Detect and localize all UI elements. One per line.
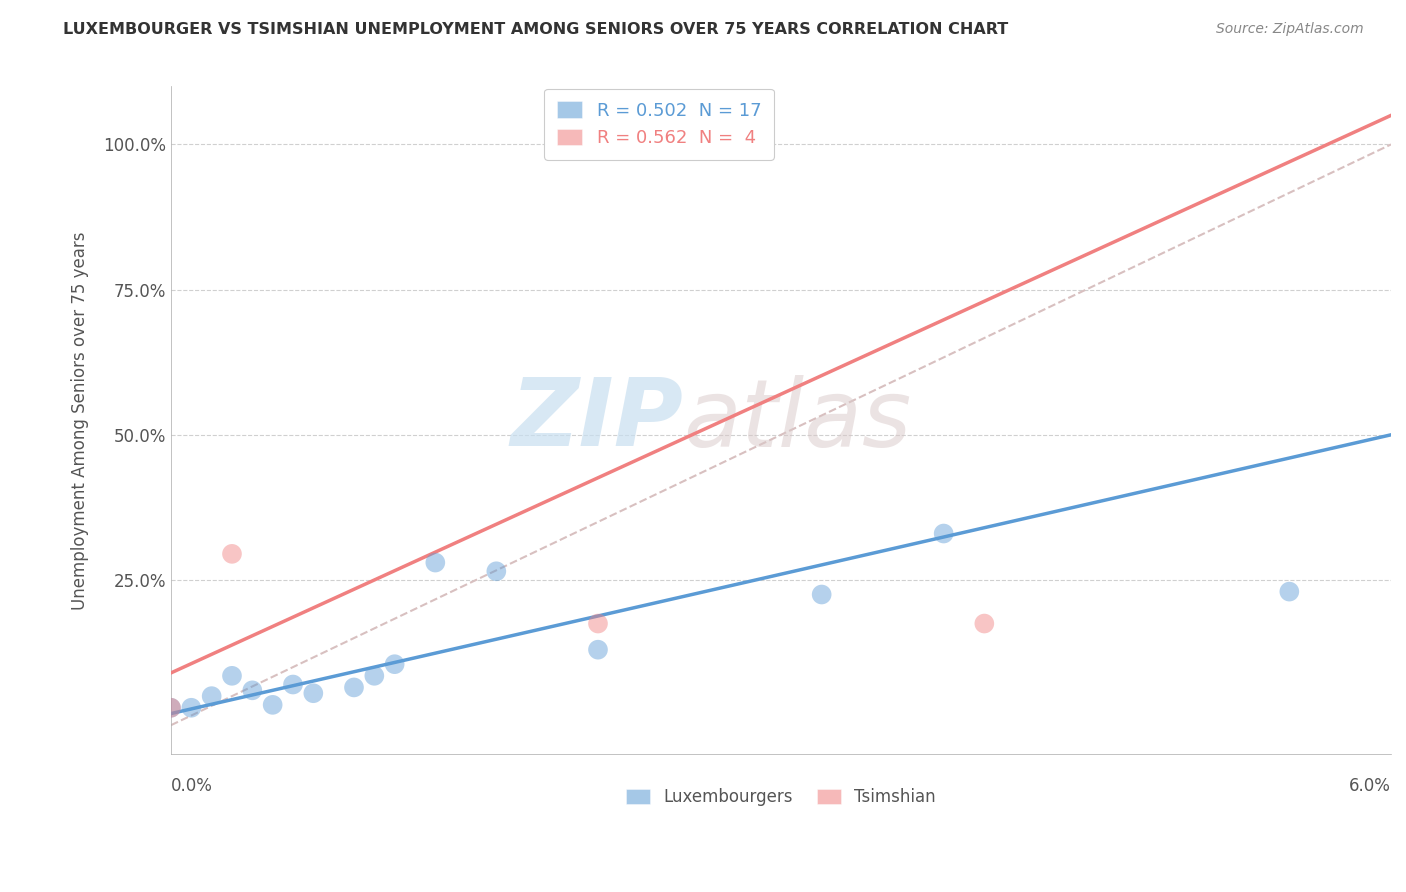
Point [586,642,609,657]
Y-axis label: Unemployment Among Seniors over 75 years: Unemployment Among Seniors over 75 years [72,231,89,609]
Point [932,526,955,541]
Text: Source: ZipAtlas.com: Source: ZipAtlas.com [1216,22,1364,37]
Text: LUXEMBOURGER VS TSIMSHIAN UNEMPLOYMENT AMONG SENIORS OVER 75 YEARS CORRELATION C: LUXEMBOURGER VS TSIMSHIAN UNEMPLOYMENT A… [63,22,1008,37]
Point [363,669,385,683]
Point [343,681,366,695]
Point [384,657,406,672]
Point [425,556,447,570]
Point [201,689,224,703]
Point [586,616,609,631]
Point [302,686,325,700]
Point [221,669,243,683]
Point [240,683,263,698]
Legend: Luxembourgers, Tsimshian: Luxembourgers, Tsimshian [620,781,942,813]
Text: atlas: atlas [683,375,911,466]
Point [810,587,832,601]
Point [160,700,183,714]
Point [180,700,202,714]
Point [485,564,508,578]
Point [160,700,183,714]
Point [262,698,284,712]
Text: ZIP: ZIP [510,375,683,467]
Point [973,616,995,631]
Point [221,547,243,561]
Point [1278,584,1301,599]
Point [281,677,304,691]
Text: 6.0%: 6.0% [1350,777,1391,795]
Text: 0.0%: 0.0% [172,777,212,795]
